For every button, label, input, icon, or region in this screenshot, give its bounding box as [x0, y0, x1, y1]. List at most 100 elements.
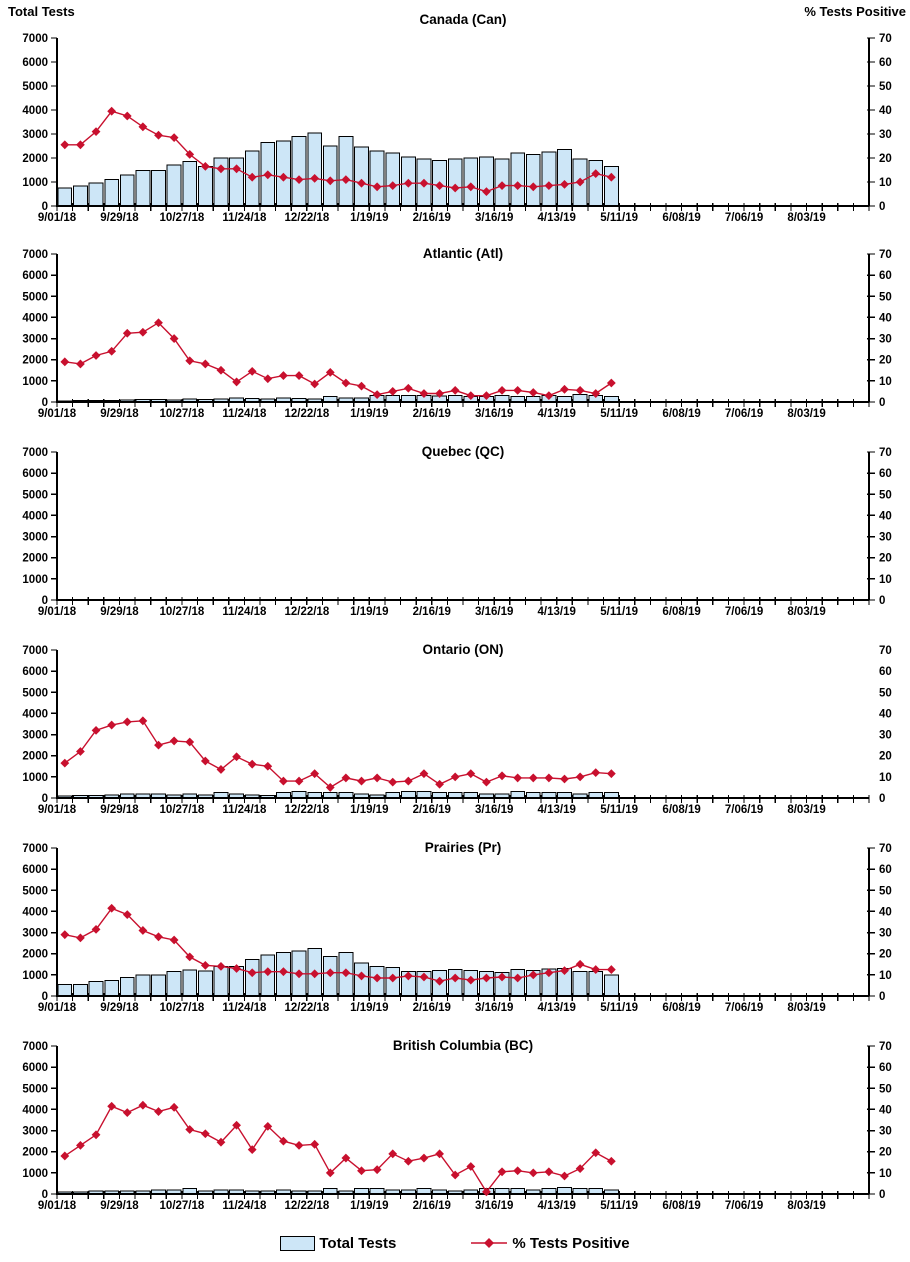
svg-text:1/19/19: 1/19/19: [350, 804, 388, 816]
total-tests-swatch-icon: [280, 1235, 316, 1251]
svg-text:8/03/19: 8/03/19: [787, 606, 825, 618]
svg-text:30: 30: [879, 730, 892, 742]
svg-text:10: 10: [879, 970, 892, 982]
svg-text:7/06/19: 7/06/19: [725, 408, 763, 420]
legend-item-pct-positive: % Tests Positive: [470, 1235, 630, 1252]
legend-total-tests-label: Total Tests: [319, 1234, 397, 1252]
svg-text:4000: 4000: [22, 1104, 48, 1116]
svg-text:1000: 1000: [22, 772, 48, 784]
svg-text:7/06/19: 7/06/19: [725, 804, 763, 816]
svg-text:8/03/19: 8/03/19: [787, 408, 825, 420]
svg-text:11/24/18: 11/24/18: [222, 1200, 267, 1212]
svg-text:10/27/18: 10/27/18: [160, 1002, 205, 1014]
svg-text:10: 10: [879, 177, 892, 189]
svg-text:6/08/19: 6/08/19: [662, 804, 700, 816]
svg-text:12/22/18: 12/22/18: [284, 212, 329, 224]
svg-text:11/24/18: 11/24/18: [222, 1002, 267, 1014]
svg-text:2000: 2000: [22, 949, 48, 961]
chart-panel-ontario: 0 1000 2000 3000 4000 5000 6000 7000 0 10 20 30 40 50…: [0, 634, 910, 832]
svg-text:4/13/19: 4/13/19: [538, 606, 576, 618]
svg-text:6/08/19: 6/08/19: [662, 212, 700, 224]
svg-text:10/27/18: 10/27/18: [160, 212, 205, 224]
svg-text:40: 40: [879, 510, 892, 522]
svg-text:4000: 4000: [22, 906, 48, 918]
svg-text:9/01/18: 9/01/18: [38, 1200, 77, 1212]
svg-text:11/24/18: 11/24/18: [222, 212, 267, 224]
svg-text:9/01/18: 9/01/18: [38, 804, 77, 816]
svg-text:7/06/19: 7/06/19: [725, 1002, 763, 1014]
svg-text:5/11/19: 5/11/19: [600, 606, 638, 618]
svg-text:50: 50: [879, 489, 892, 501]
svg-text:5/11/19: 5/11/19: [600, 1200, 638, 1212]
left-axis-title: Total Tests: [8, 4, 75, 19]
svg-text:60: 60: [879, 270, 892, 282]
svg-text:Quebec (QC): Quebec (QC): [422, 444, 505, 459]
svg-text:10: 10: [879, 1168, 892, 1180]
svg-text:4/13/19: 4/13/19: [538, 1200, 576, 1212]
svg-text:9/29/18: 9/29/18: [100, 1200, 139, 1212]
svg-text:3000: 3000: [22, 1126, 48, 1138]
svg-text:3/16/19: 3/16/19: [475, 408, 513, 420]
svg-text:4/13/19: 4/13/19: [538, 408, 576, 420]
chart-panel-canada: Total Tests % Tests Positive 0 1000 2000 30…: [0, 0, 910, 238]
svg-text:3000: 3000: [22, 928, 48, 940]
svg-text:1000: 1000: [22, 376, 48, 388]
svg-text:30: 30: [879, 532, 892, 544]
svg-text:30: 30: [879, 334, 892, 346]
svg-text:1000: 1000: [22, 1168, 48, 1180]
svg-text:70: 70: [879, 1041, 892, 1053]
svg-text:4/13/19: 4/13/19: [538, 1002, 576, 1014]
svg-text:3/16/19: 3/16/19: [475, 1002, 513, 1014]
svg-text:60: 60: [879, 666, 892, 678]
pct-positive-marker-icon: [471, 1238, 508, 1248]
svg-text:6000: 6000: [22, 864, 48, 876]
svg-text:50: 50: [879, 81, 892, 93]
svg-text:3000: 3000: [22, 532, 48, 544]
svg-text:Canada (Can): Canada (Can): [419, 12, 506, 27]
svg-text:0: 0: [879, 1189, 885, 1201]
svg-text:20: 20: [879, 949, 892, 961]
svg-text:4/13/19: 4/13/19: [538, 212, 576, 224]
svg-text:70: 70: [879, 447, 892, 459]
svg-text:8/03/19: 8/03/19: [787, 1002, 825, 1014]
svg-text:40: 40: [879, 906, 892, 918]
svg-text:4000: 4000: [22, 105, 48, 117]
svg-text:7000: 7000: [22, 33, 48, 45]
svg-text:3000: 3000: [22, 730, 48, 742]
chart-panel-prairies: 0 1000 2000 3000 4000 5000 6000 7000 0 10 20 30 40 50…: [0, 832, 910, 1030]
svg-text:10/27/18: 10/27/18: [160, 1200, 205, 1212]
svg-text:30: 30: [879, 928, 892, 940]
svg-text:5/11/19: 5/11/19: [600, 212, 638, 224]
svg-text:7000: 7000: [22, 843, 48, 855]
svg-text:0: 0: [879, 397, 885, 409]
svg-text:30: 30: [879, 129, 892, 141]
svg-text:4000: 4000: [22, 510, 48, 522]
svg-text:60: 60: [879, 1062, 892, 1074]
svg-text:12/22/18: 12/22/18: [284, 606, 329, 618]
svg-text:0: 0: [879, 793, 885, 805]
svg-text:0: 0: [42, 595, 48, 607]
svg-text:11/24/18: 11/24/18: [222, 606, 267, 618]
svg-text:6000: 6000: [22, 57, 48, 69]
svg-text:6/08/19: 6/08/19: [662, 408, 700, 420]
svg-text:1000: 1000: [22, 970, 48, 982]
svg-text:2000: 2000: [22, 553, 48, 565]
svg-text:8/03/19: 8/03/19: [787, 1200, 825, 1212]
svg-text:50: 50: [879, 687, 892, 699]
svg-text:2/16/19: 2/16/19: [413, 408, 451, 420]
svg-text:9/01/18: 9/01/18: [38, 1002, 77, 1014]
svg-text:40: 40: [879, 1104, 892, 1116]
svg-text:3000: 3000: [22, 334, 48, 346]
svg-text:10: 10: [879, 574, 892, 586]
svg-text:0: 0: [879, 201, 885, 213]
svg-text:12/22/18: 12/22/18: [284, 1002, 329, 1014]
svg-text:7000: 7000: [22, 1041, 48, 1053]
svg-text:8/03/19: 8/03/19: [787, 212, 825, 224]
svg-text:7/06/19: 7/06/19: [725, 1200, 763, 1212]
svg-text:50: 50: [879, 1083, 892, 1095]
svg-text:60: 60: [879, 468, 892, 480]
svg-text:4000: 4000: [22, 312, 48, 324]
svg-text:9/29/18: 9/29/18: [100, 212, 139, 224]
svg-text:5000: 5000: [22, 489, 48, 501]
